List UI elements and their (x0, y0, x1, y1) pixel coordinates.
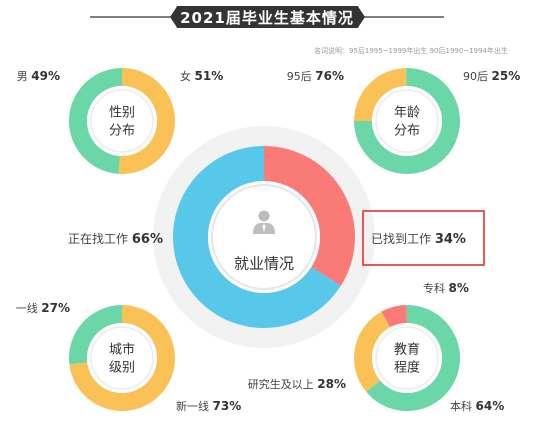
slice-一线 (69, 305, 122, 365)
slice-label: 一线 27% (16, 301, 70, 315)
slice-正在找工作 (173, 146, 341, 328)
slice-研究生及以上 (354, 311, 391, 392)
slice-labels: 男 49% 女 51% 95后 76% 90后 25% 正在找工作 66% 已找到工作 3… (16, 69, 520, 413)
slice-已找到工作 (264, 146, 355, 286)
donut-center-label: 城市 (109, 342, 135, 358)
donut-inner-ring (211, 184, 317, 290)
slice-本科 (366, 305, 461, 411)
donut-inner-ring (375, 89, 439, 153)
donut-hole (372, 323, 442, 393)
donut-center-label: 教育 (394, 342, 420, 358)
slice-label: 90后 25% (463, 69, 520, 83)
slice-95后 (354, 68, 460, 174)
donut-center-label: 分布 (394, 124, 420, 139)
donut-inner-ring (90, 89, 154, 153)
page-title: 2021届毕业生基本情况 (180, 9, 354, 27)
donut-2: 就业情况 (173, 146, 355, 328)
slice-label: 已找到工作 34% (371, 232, 466, 247)
title-banner: 2021届毕业生基本情况 (90, 6, 444, 28)
slice-女 (118, 68, 175, 174)
highlight-box (362, 210, 485, 266)
slice-男 (68, 68, 122, 174)
donut-hole (372, 86, 442, 156)
donut-inner-ring (375, 326, 439, 390)
slice-90后 (354, 68, 407, 121)
donut-hole (208, 181, 320, 293)
donut-hole (87, 86, 157, 156)
donut-center-label: 级别 (109, 361, 135, 376)
donut-center-label: 年龄 (394, 106, 420, 121)
slice-label: 男 49% (17, 69, 60, 83)
donut-center-label: 性别 (109, 106, 135, 121)
slice-label: 95后 76% (287, 69, 344, 83)
slice-专科 (381, 305, 407, 328)
donut-inner-ring (90, 326, 154, 390)
slice-label: 专科 8% (423, 281, 469, 295)
person-icon (253, 210, 275, 234)
slice-新一线 (69, 305, 175, 411)
donut-center-label: 程度 (394, 360, 420, 376)
slice-label: 女 51% (180, 69, 223, 83)
slice-label: 研究生及以上 28% (248, 377, 346, 391)
slice-label: 正在找工作 66% (68, 232, 163, 247)
title-badge (170, 6, 365, 28)
donut-hole (87, 323, 157, 393)
term-note: 名词说明：95后1995~1999年出生 90后1990~1994年出生 (314, 46, 508, 55)
slice-label: 新一线 73% (176, 399, 241, 413)
donut-center-label: 分布 (109, 124, 135, 139)
slice-label: 本科 64% (450, 399, 504, 413)
donut-center-label: 就业情况 (234, 254, 294, 272)
